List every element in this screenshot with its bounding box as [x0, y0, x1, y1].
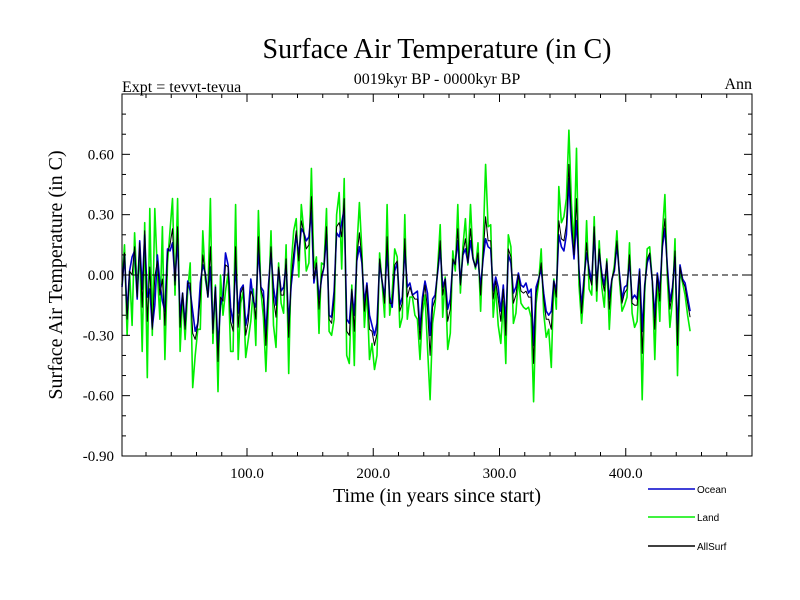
y-tick-label: 0.30 [88, 208, 114, 224]
legend-label-allsurf: AllSurf [697, 542, 727, 553]
y-tick-label: -0.60 [83, 389, 114, 405]
chart-title: Surface Air Temperature (in C) [263, 34, 612, 65]
x-tick-label: 100.0 [230, 466, 264, 482]
experiment-label: Expt = tevvt-tevua [122, 79, 241, 96]
legend: Ocean Land AllSurf [648, 485, 727, 553]
season-label: Ann [724, 76, 752, 93]
y-tick-label: 0.60 [88, 147, 114, 163]
x-tick-label: 200.0 [356, 466, 390, 482]
x-axis: 100.0 200.0 300.0 400.0 [145, 94, 728, 482]
y-axis-label: Surface Air Temperature (in C) [45, 150, 67, 399]
series-layer [121, 129, 691, 403]
legend-label-land: Land [697, 513, 719, 524]
chart-subtitle: 0019kyr BP - 0000kyr BP [354, 71, 521, 88]
x-tick-label: 300.0 [483, 466, 517, 482]
x-axis-label: Time (in years since start) [333, 485, 541, 507]
series-line-allsurf [121, 163, 691, 364]
y-axis: -0.90 -0.60 -0.30 0.00 0.30 0.60 [83, 93, 752, 465]
y-tick-label: 0.00 [88, 268, 114, 284]
x-tick-label: 400.0 [609, 466, 643, 482]
legend-label-ocean: Ocean [697, 485, 726, 496]
y-tick-label: -0.30 [83, 328, 114, 344]
y-tick-label: -0.90 [83, 449, 114, 465]
